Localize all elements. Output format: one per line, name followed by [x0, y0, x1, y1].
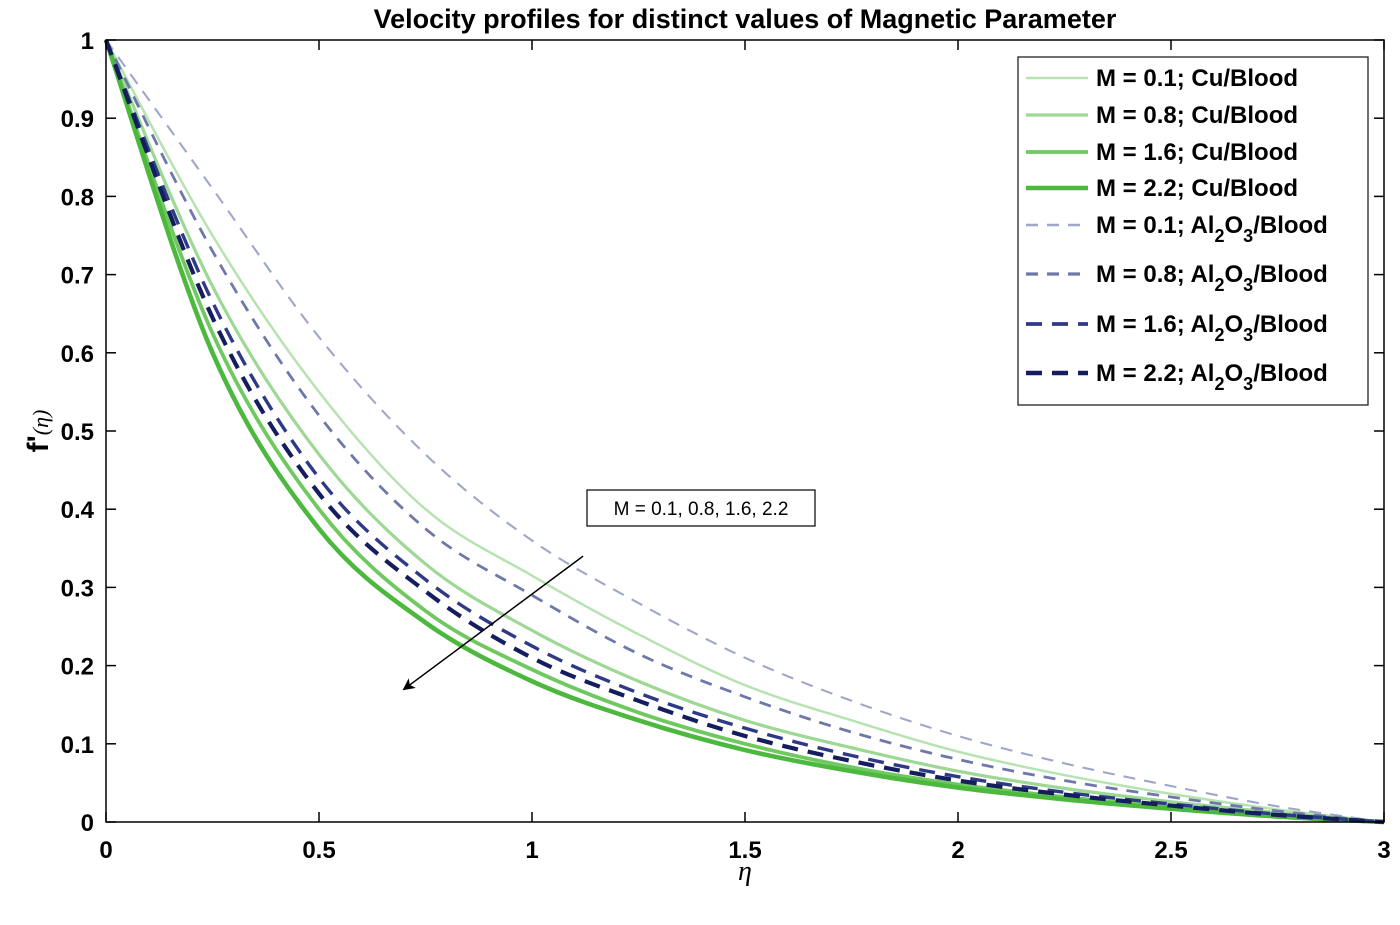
- x-tick-label: 1.5: [728, 837, 761, 864]
- plot-lines: [103, 39, 1385, 825]
- x-tick-label: 0.5: [302, 837, 335, 864]
- chart-title: Velocity profiles for distinct values of…: [374, 4, 1117, 34]
- x-tick-label: 2: [951, 837, 964, 864]
- svg-text:f'(η): f'(η): [22, 410, 55, 453]
- legend-label-8: M = 2.2; Al2O3/Blood: [1096, 360, 1328, 394]
- series-line-2: [104, 39, 1385, 824]
- legend-label-6: M = 0.8; Al2O3/Blood: [1096, 261, 1328, 295]
- annotation-arrow: [402, 555, 584, 691]
- y-tick-label: 0.4: [61, 497, 95, 524]
- annotation-text: M = 0.1, 0.8, 1.6, 2.2: [614, 499, 789, 520]
- legend: M = 0.1; Cu/Blood M = 0.8; Cu/Blood M = 1.…: [1017, 56, 1369, 406]
- x-axis-label: η: [738, 856, 752, 887]
- x-tick-label: 0: [99, 837, 112, 864]
- y-axis-label: f'(η): [22, 410, 55, 453]
- legend-label-4: M = 2.2; Cu/Blood: [1096, 175, 1298, 202]
- series-line-7: [104, 39, 1385, 824]
- y-tick-label: 0.1: [61, 732, 94, 759]
- annotation: M = 0.1, 0.8, 1.6, 2.2: [402, 489, 816, 691]
- x-axis-ticks: 0 0.5 1 1.5 2 2.5 3: [99, 40, 1391, 864]
- legend-label-3: M = 1.6; Cu/Blood: [1096, 139, 1298, 166]
- y-tick-label: 0.3: [61, 575, 94, 602]
- x-tick-label: 3: [1377, 837, 1390, 864]
- series-line-1: [104, 39, 1385, 824]
- series-line-4: [103, 39, 1385, 825]
- series-line-8: [104, 39, 1385, 825]
- series-line-6: [104, 39, 1385, 824]
- y-axis-ticks: 0 0.1 0.2 0.3 0.4 0.5 0.6 0.7 0.8 0.9 1: [61, 28, 1384, 837]
- y-tick-label: 0: [81, 810, 94, 837]
- series-line-5: [105, 39, 1385, 824]
- legend-label-7: M = 1.6; Al2O3/Blood: [1096, 311, 1328, 345]
- x-tick-label: 1: [525, 837, 538, 864]
- y-tick-label: 0.6: [61, 341, 94, 368]
- annotation-box: [586, 489, 816, 527]
- y-tick-label: 1: [81, 28, 94, 55]
- y-tick-label: 0.2: [61, 654, 94, 681]
- y-tick-label: 0.9: [61, 106, 94, 133]
- x-tick-label: 2.5: [1154, 837, 1187, 864]
- legend-label-2: M = 0.8; Cu/Blood: [1096, 102, 1298, 129]
- legend-label-1: M = 0.1; Cu/Blood: [1096, 65, 1298, 92]
- y-tick-label: 0.5: [61, 419, 94, 446]
- y-tick-label: 0.8: [61, 184, 94, 211]
- y-tick-label: 0.7: [61, 263, 94, 290]
- legend-label-5: M = 0.1; Al2O3/Blood: [1096, 212, 1328, 246]
